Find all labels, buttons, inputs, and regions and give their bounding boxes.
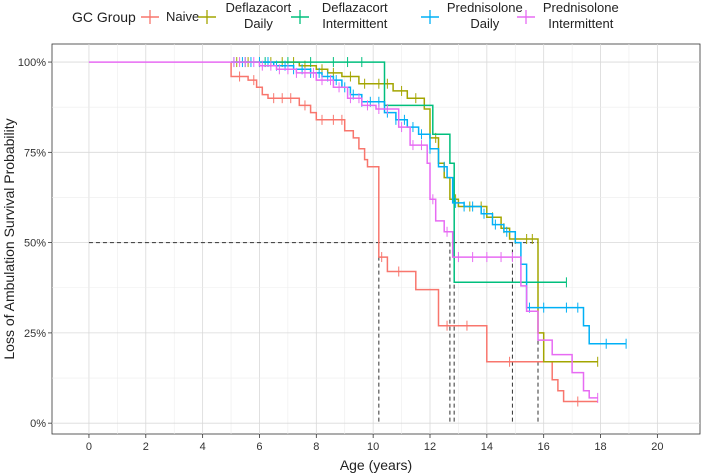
y-tick-label: 100% [18,57,46,69]
legend-label: Deflazacort [226,0,292,15]
x-tick-label: 2 [143,441,149,453]
x-tick-label: 14 [481,441,493,453]
legend-key [421,10,439,24]
y-tick-label: 0% [30,418,46,430]
legend-key [517,10,535,24]
series-prednisolone-intermittent [88,57,599,403]
legend-label: Intermittent [322,16,387,31]
x-tick-label: 10 [367,441,379,453]
legend-label: Prednisolone [543,0,619,15]
legend-label: Intermittent [548,16,613,31]
x-tick-label: 8 [313,441,319,453]
survival-curve [88,61,598,399]
survival-curve [230,62,598,403]
x-tick-label: 0 [86,441,92,453]
legend-label: Prednisolone [447,0,523,15]
x-tick-label: 18 [594,441,606,453]
series-naive [230,62,598,407]
survival-curve [231,61,598,363]
x-tick-label: 4 [200,441,206,453]
legend: GC Group NaiveDeflazacortDailyDeflazacort… [72,0,619,31]
series-prednisolone-daily [231,57,627,349]
x-tick-label: 12 [424,441,436,453]
legend-label: Deflazacort [322,0,388,15]
x-axis-label: Age (years) [340,457,412,473]
grid [52,44,700,434]
legend-label: Daily [470,16,499,31]
legend-key [141,10,159,24]
legend-key [198,10,216,24]
y-tick-label: 25% [24,328,46,340]
y-tick-label: 50% [24,238,46,250]
y-tick-label: 75% [24,147,46,159]
x-tick-label: 6 [256,441,262,453]
x-tick-label: 20 [651,441,663,453]
legend-key [291,10,309,24]
legend-title: GC Group [72,9,136,25]
x-tick-label: 16 [538,441,550,453]
y-axis-label: Loss of Ambulation Survival Probability [1,118,17,359]
legend-label: Naive [166,9,199,24]
survival-curves [88,57,627,407]
legend-label: Daily [244,16,273,31]
axes: 0 2 4 6 8 10 12 14 16 18 20 0% 25% 50% 75% 100% [18,57,664,453]
survival-curve [231,61,567,284]
